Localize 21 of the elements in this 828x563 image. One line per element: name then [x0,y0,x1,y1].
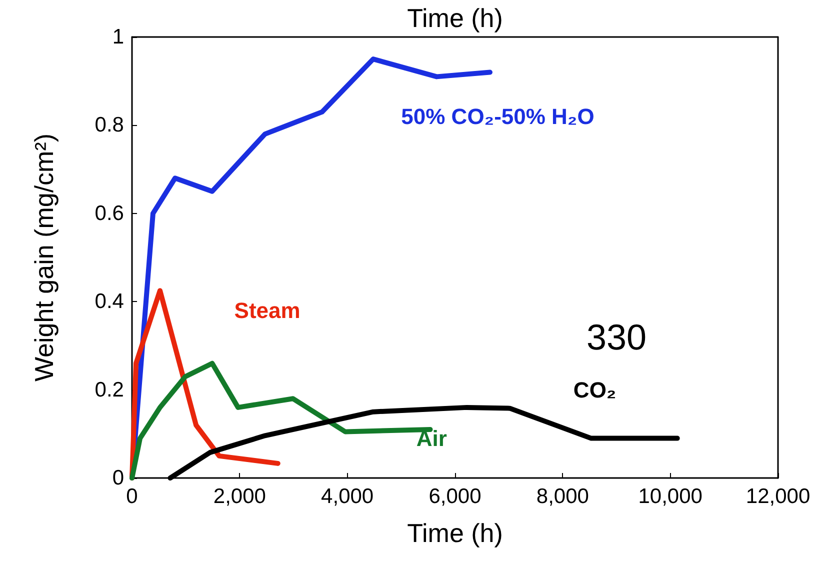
annotation: 330 [586,316,647,358]
y-axis-title: Weight gain (mg/cm²) [29,133,59,382]
x-axis-title: Time (h) [407,518,503,548]
x-tick-label: 4,000 [321,485,374,508]
x-tick-label: 12,000 [746,485,810,508]
y-tick-label: 0.8 [94,114,124,137]
series-label: CO₂ [573,377,616,402]
text: Steam [234,298,300,323]
y-tick-label: 1 [112,26,124,48]
x-tick-label: 8,000 [536,485,589,508]
y-tick-label: 0 [112,466,124,490]
x-tick-label: 10,000 [638,485,702,508]
y-tick-label: 0.4 [94,290,124,314]
series-label: 50% CO₂-50% H₂O [401,104,594,129]
x-tick-label: 0 [126,485,138,508]
series-label: Air [416,426,448,451]
y-tick-label: 0.6 [94,202,124,225]
x-tick-label: 2,000 [213,485,266,508]
y-tick-label: 0.2 [94,378,124,402]
x2-axis-title: Time (h) [407,3,503,33]
x-tick-label: 6,000 [428,485,482,508]
